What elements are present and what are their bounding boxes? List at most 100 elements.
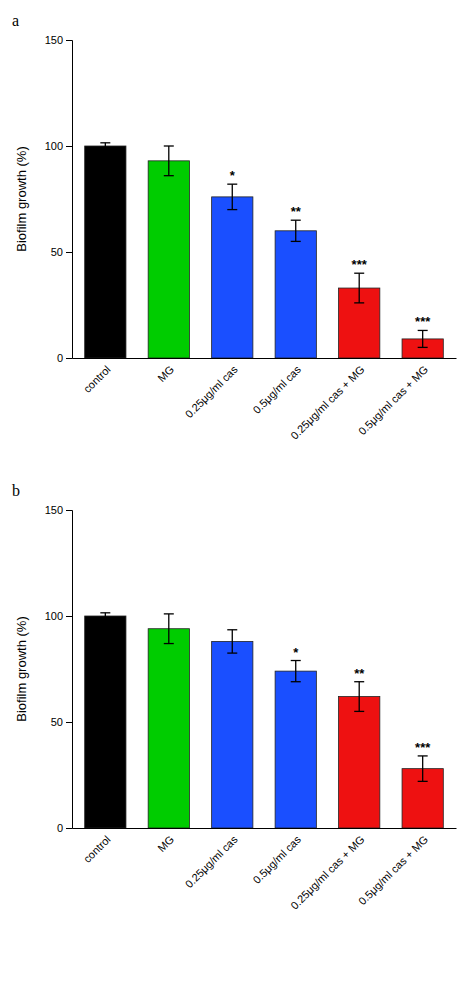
y-tick: 0: [57, 352, 72, 364]
y-axis-title: Biofilm growth (%): [14, 146, 29, 251]
tick-label: 50: [51, 716, 63, 728]
error-cap: [354, 302, 364, 303]
error-cap: [291, 220, 301, 221]
error-cap: [418, 781, 428, 782]
error-cap: [100, 142, 110, 143]
error-bar: [354, 273, 364, 303]
marks: [85, 613, 444, 828]
y-tick: 0: [57, 822, 72, 834]
tick-label: 50: [51, 246, 63, 258]
y-tick: 150: [45, 504, 72, 516]
axis-line: [73, 828, 457, 829]
significance-label: **: [354, 666, 365, 681]
x-axis: control MG 0.25μg/ml cas0.5μg/ml cas0.25μg…: [73, 359, 457, 442]
x-tick: 0.25μg/ml cas + MG: [288, 363, 366, 441]
tick-mark: [66, 40, 72, 41]
error-cap: [291, 241, 301, 242]
error-bar: [418, 330, 428, 347]
x-tick: 0.5μg/ml cas + MG: [356, 833, 430, 907]
axis-line: [73, 358, 457, 359]
bar: [212, 197, 253, 358]
error-stem: [105, 143, 106, 149]
bar: [85, 146, 126, 358]
y-tick: 50: [51, 246, 72, 258]
tick-label: MG: [155, 363, 176, 384]
y-axis: 0 50 100 150: [45, 34, 73, 364]
error-stem: [295, 661, 296, 682]
x-tick: 0.5μg/ml cas: [250, 363, 303, 416]
y-axis-title: Biofilm growth (%): [14, 616, 29, 721]
axis-line: [66, 511, 73, 829]
error-cap: [227, 184, 237, 185]
tick-label: 0.25μg/ml cas: [183, 363, 240, 420]
tick-label: 0: [57, 352, 63, 364]
tick-label: 0.5μg/ml cas: [250, 363, 303, 416]
tick-label: 0.25μg/ml cas: [183, 833, 240, 890]
panel-label: b: [12, 482, 20, 499]
error-cap: [164, 643, 174, 644]
tick-mark: [66, 616, 72, 617]
x-tick: MG: [155, 833, 176, 854]
tick-label: 0.5μg/ml cas: [250, 833, 303, 886]
tick-label: 150: [45, 34, 63, 46]
tick-label: 100: [45, 140, 63, 152]
marks: [85, 143, 444, 358]
x-tick: 0.25μg/ml cas: [183, 363, 240, 420]
tick-label: 0.25μg/ml cas + MG: [288, 363, 366, 441]
panel: 050100150controlMG0.25μg/ml cas0.5μg/ml …: [12, 12, 457, 442]
error-bar: [227, 184, 237, 209]
tick-mark: [66, 252, 72, 253]
error-cap: [100, 612, 110, 613]
bar: [148, 629, 189, 828]
x-tick: control: [81, 833, 113, 865]
error-stem: [168, 614, 169, 644]
tick-mark: [66, 722, 72, 723]
significance-label: **: [291, 204, 302, 219]
x-tick: control: [81, 363, 113, 395]
tick-label: 100: [45, 610, 63, 622]
tick-label: 0.5μg/ml cas + MG: [356, 363, 430, 437]
error-stem: [295, 220, 296, 241]
significance-label: *: [230, 168, 236, 183]
error-cap: [291, 660, 301, 661]
tick-label: 0.5μg/ml cas + MG: [356, 833, 430, 907]
error-stem: [232, 630, 233, 653]
error-stem: [232, 184, 233, 209]
x-tick: 0.5μg/ml cas: [250, 833, 303, 886]
x-tick: MG: [155, 363, 176, 384]
error-cap: [164, 613, 174, 614]
y-axis: 0 50 100 150: [45, 504, 73, 834]
chart-root: 050100150controlMG0.25μg/ml cas0.5μg/ml …: [0, 0, 474, 985]
tick-mark: [66, 146, 72, 147]
bar: [339, 697, 380, 828]
significance-label: ***: [415, 740, 431, 755]
error-stem: [359, 682, 360, 712]
error-stem: [422, 756, 423, 781]
error-cap: [418, 330, 428, 331]
tick-label: control: [81, 833, 113, 865]
tick-label: 0: [57, 822, 63, 834]
bar: [148, 161, 189, 358]
error-bar: [100, 143, 110, 149]
error-bar: [227, 630, 237, 653]
x-tick: 0.25μg/ml cas: [183, 833, 240, 890]
error-cap: [164, 145, 174, 146]
error-cap: [164, 175, 174, 176]
x-tick: 0.5μg/ml cas + MG: [356, 363, 430, 437]
error-cap: [291, 681, 301, 682]
significance-label: ***: [415, 314, 431, 329]
x-tick: 0.25μg/ml cas + MG: [288, 833, 366, 911]
axis-line: [66, 41, 73, 359]
bar: [212, 641, 253, 828]
x-axis: control MG 0.25μg/ml cas0.5μg/ml cas0.25μg…: [73, 829, 457, 912]
error-bar: [164, 614, 174, 644]
error-bar: [354, 682, 364, 712]
annotations: *********: [230, 168, 431, 329]
y-tick: 50: [51, 716, 72, 728]
tick-mark: [66, 828, 72, 829]
annotations: ******: [293, 645, 431, 755]
y-tick: 100: [45, 610, 72, 622]
error-stem: [359, 273, 360, 303]
panel-label: a: [12, 12, 19, 29]
tick-label: MG: [155, 833, 176, 854]
